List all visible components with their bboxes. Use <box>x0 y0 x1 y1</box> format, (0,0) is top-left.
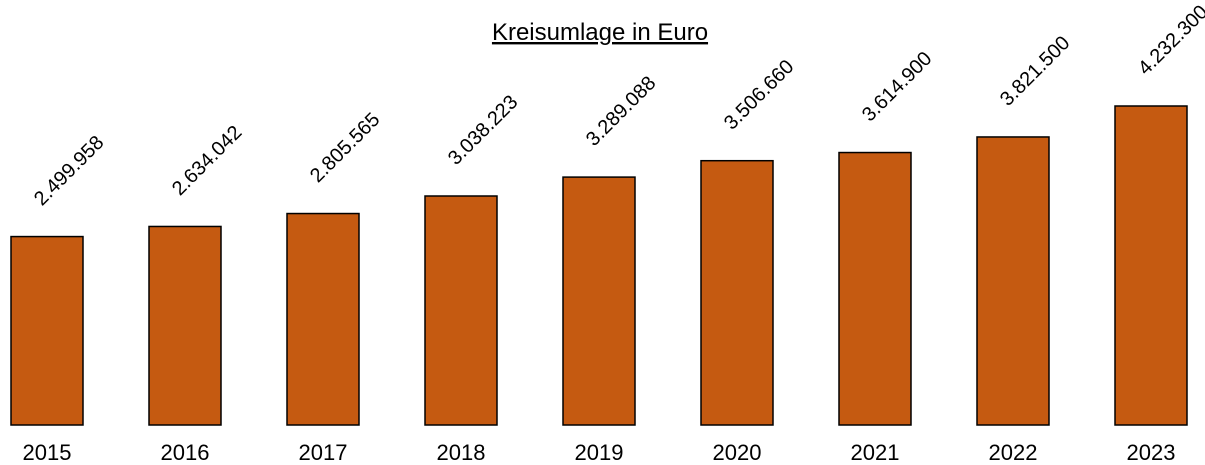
x-tick-label: 2019 <box>575 440 624 465</box>
x-tick-label: 2021 <box>851 440 900 465</box>
value-label: 3.614.900 <box>858 48 936 126</box>
value-label: 3.289.088 <box>582 72 660 150</box>
value-label: 3.821.500 <box>996 32 1074 110</box>
x-tick-label: 2016 <box>161 440 210 465</box>
bar <box>1114 105 1188 426</box>
value-label: 4.232.300 <box>1134 1 1205 79</box>
x-tick-label: 2022 <box>989 440 1038 465</box>
value-label: 2.499.958 <box>30 132 108 210</box>
value-label: 2.634.042 <box>168 122 246 200</box>
bar <box>976 136 1050 426</box>
bar <box>286 212 360 426</box>
bar <box>700 159 774 426</box>
value-label: 3.038.223 <box>444 91 522 169</box>
bar <box>424 195 498 426</box>
bar <box>562 176 636 426</box>
x-tick-label: 2018 <box>437 440 486 465</box>
x-tick-label: 2017 <box>299 440 348 465</box>
value-label: 3.506.660 <box>720 56 798 134</box>
bar <box>10 235 84 426</box>
x-tick-label: 2023 <box>1127 440 1176 465</box>
x-tick-label: 2015 <box>23 440 72 465</box>
x-tick-label: 2020 <box>713 440 762 465</box>
bar <box>838 151 912 426</box>
value-label: 2.805.565 <box>306 109 384 187</box>
bar <box>148 225 222 426</box>
chart-title: Kreisumlage in Euro <box>492 19 708 46</box>
